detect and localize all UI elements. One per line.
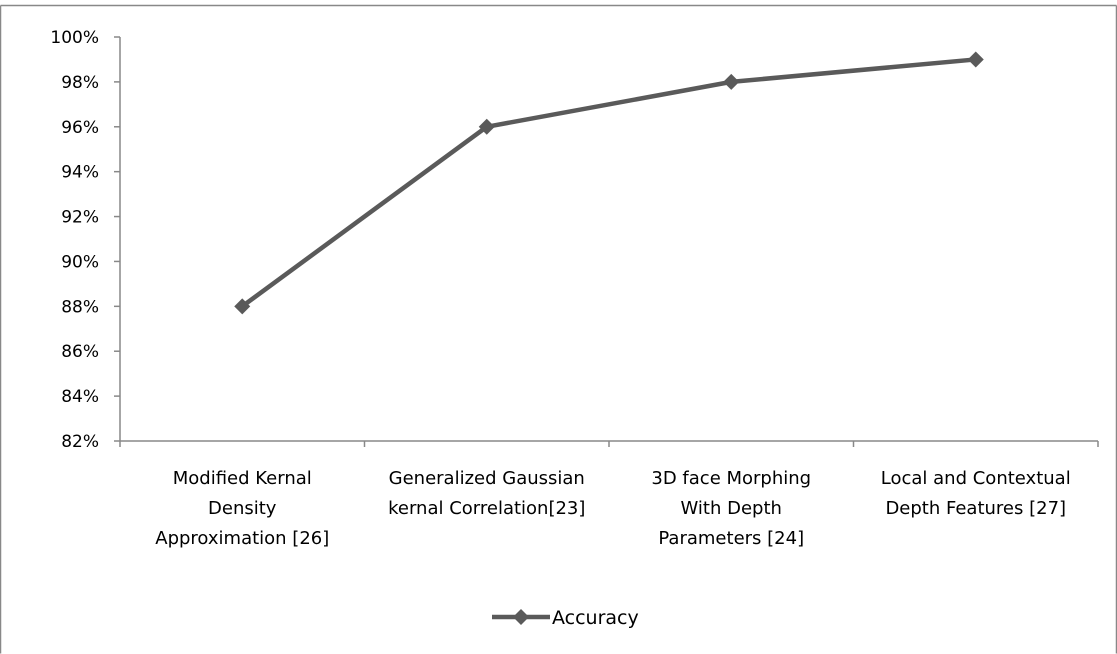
y-tick-label: 92% xyxy=(61,208,99,228)
y-tick-label: 88% xyxy=(61,297,99,317)
y-tick-label: 86% xyxy=(61,342,99,362)
legend-marker xyxy=(513,609,529,625)
data-point-marker xyxy=(234,298,251,315)
x-category-label: Modified Kernal Density Approximation [26] xyxy=(155,468,329,549)
x-category-label: Local and Contextual Depth Features [27] xyxy=(881,468,1071,519)
data-point-marker xyxy=(723,73,740,90)
y-tick-label: 90% xyxy=(61,252,99,272)
legend-label: Accuracy xyxy=(552,607,639,629)
y-tick-label: 98% xyxy=(61,73,99,93)
x-category-label: 3D face Morphing With Depth Parameters [24… xyxy=(651,468,811,549)
data-point-marker xyxy=(967,51,984,68)
y-tick-label: 100% xyxy=(50,28,99,48)
y-tick-label: 84% xyxy=(61,387,99,407)
y-tick-label: 94% xyxy=(61,163,99,183)
series-line-accuracy xyxy=(240,57,976,309)
data-point-marker xyxy=(478,118,495,135)
y-tick-label: 96% xyxy=(61,118,99,138)
y-tick-label: 82% xyxy=(61,432,99,452)
x-category-label: Generalized Gaussian kernal Correlation[2… xyxy=(388,468,585,519)
